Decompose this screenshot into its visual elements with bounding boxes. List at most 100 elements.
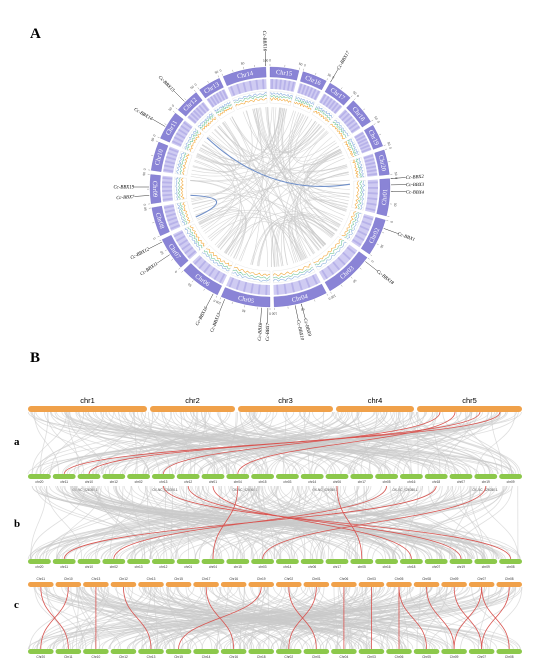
density-stripe bbox=[276, 284, 279, 295]
density-stripe bbox=[331, 102, 339, 112]
circos-link bbox=[227, 211, 341, 256]
row-c-bottom-bar bbox=[386, 649, 412, 654]
row-a-label: chr01 bbox=[209, 480, 217, 484]
row-b-top-label: OX-NC_026050.1 bbox=[312, 488, 338, 492]
chromosome-name: Chr14 bbox=[237, 70, 255, 81]
ribbon bbox=[408, 586, 453, 650]
tick-mark bbox=[383, 144, 386, 146]
row-a-label: chr16 bbox=[407, 480, 415, 484]
density-stripe bbox=[361, 147, 372, 153]
density-stripe bbox=[367, 192, 378, 195]
red-link bbox=[187, 485, 462, 560]
row-b-bar bbox=[449, 559, 473, 564]
circos-link bbox=[208, 217, 302, 261]
tick-mark bbox=[157, 136, 160, 138]
row-a-label: chr13 bbox=[159, 480, 167, 484]
tick-mark bbox=[184, 98, 187, 101]
ideogram-segment bbox=[177, 92, 203, 117]
density-stripe bbox=[209, 96, 217, 106]
circos-link bbox=[308, 196, 348, 208]
row-c-bottom-label: Chr07 bbox=[477, 655, 486, 659]
density-ring bbox=[192, 255, 228, 285]
row-b-bar bbox=[424, 559, 448, 564]
tick-label: 50 bbox=[240, 61, 245, 66]
gene-marker bbox=[294, 305, 299, 321]
top-chromosome-label: chr4 bbox=[368, 396, 383, 405]
ribbon bbox=[80, 586, 110, 650]
circos-link bbox=[190, 179, 284, 266]
tick-mark bbox=[164, 249, 167, 252]
ribbon bbox=[179, 411, 268, 475]
ribbon bbox=[166, 586, 184, 650]
ribbon bbox=[198, 485, 250, 560]
ribbon bbox=[208, 411, 412, 475]
top-chromosome-label: chr3 bbox=[278, 396, 293, 405]
red-link bbox=[163, 485, 511, 560]
row-c-bottom-label: Chr11 bbox=[64, 655, 73, 659]
top-chromosome-bar bbox=[238, 406, 333, 412]
density-stripe bbox=[198, 104, 207, 114]
density-stripe bbox=[163, 168, 174, 173]
tick-mark bbox=[379, 133, 382, 136]
ribbon bbox=[356, 411, 436, 475]
ribbon bbox=[425, 586, 449, 650]
density-stripe bbox=[162, 181, 173, 184]
tick-label: 50 bbox=[352, 90, 357, 95]
gene-label: Cc-BBX10 bbox=[295, 320, 304, 342]
row-c-top-label: Chr10 bbox=[64, 577, 73, 581]
row-c-top-bar bbox=[303, 582, 330, 587]
row-c-bottom-bar bbox=[165, 649, 192, 654]
row-a-bar bbox=[28, 474, 51, 479]
line-series bbox=[231, 272, 271, 282]
ribbon bbox=[320, 485, 411, 560]
row-b-bar bbox=[350, 559, 374, 564]
tick-mark bbox=[194, 89, 196, 92]
density-stripe bbox=[366, 202, 377, 206]
row-a-label: a bbox=[14, 436, 20, 448]
density-stripe bbox=[170, 224, 181, 230]
row-a-bar bbox=[176, 474, 200, 479]
row-a-label: chr12 bbox=[110, 480, 118, 484]
gene-label: Cc-BBX16 bbox=[261, 31, 267, 52]
row-c-top-label: Chr16 bbox=[229, 577, 238, 581]
chromosome-chr20: Chr20 0 50 bbox=[349, 146, 398, 179]
density-stripe bbox=[319, 93, 327, 104]
line-series bbox=[185, 227, 201, 251]
line-series bbox=[216, 104, 232, 114]
density-ring bbox=[319, 244, 358, 281]
ribbon bbox=[108, 411, 301, 475]
tick-mark bbox=[197, 87, 199, 90]
row-c-bottom-label: Chr13 bbox=[147, 655, 156, 659]
ribbon bbox=[72, 485, 351, 560]
circos-link bbox=[200, 110, 294, 162]
density-stripe bbox=[265, 284, 268, 295]
row-c-top-bar bbox=[193, 582, 219, 587]
ribbon bbox=[400, 586, 409, 650]
line-series bbox=[199, 114, 214, 130]
line-series bbox=[177, 203, 185, 226]
row-a-bar bbox=[127, 474, 150, 479]
ribbon bbox=[349, 411, 425, 475]
ribbon bbox=[393, 411, 472, 475]
tick-mark bbox=[376, 243, 379, 245]
density-stripe bbox=[313, 90, 320, 101]
ribbon bbox=[50, 411, 85, 475]
line-track bbox=[200, 245, 234, 274]
line-series bbox=[180, 177, 185, 200]
density-stripe bbox=[162, 176, 173, 180]
line-series bbox=[217, 106, 233, 116]
density-stripe bbox=[164, 209, 175, 214]
density-stripe bbox=[236, 83, 241, 94]
row-c-top-bar bbox=[276, 582, 302, 587]
tick-label: 50 bbox=[241, 308, 246, 313]
row-b-label: chr04 bbox=[209, 565, 217, 569]
tick-mark bbox=[157, 236, 160, 238]
row-c-top-label: Chr08 bbox=[505, 577, 514, 581]
line-series bbox=[315, 107, 331, 121]
circos-link bbox=[190, 128, 326, 182]
density-stripe bbox=[203, 264, 211, 274]
tick-label: 50 bbox=[143, 207, 148, 211]
tick-mark bbox=[359, 267, 362, 270]
ribbon bbox=[30, 411, 247, 475]
